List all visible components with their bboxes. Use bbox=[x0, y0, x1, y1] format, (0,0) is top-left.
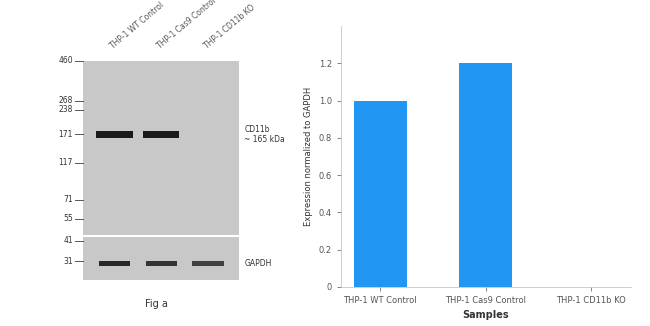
FancyBboxPatch shape bbox=[99, 261, 130, 266]
Text: Fig a: Fig a bbox=[144, 299, 168, 309]
Text: 171: 171 bbox=[58, 130, 73, 139]
Text: 117: 117 bbox=[58, 158, 73, 167]
Text: CD11b
~ 165 kDa: CD11b ~ 165 kDa bbox=[244, 125, 285, 144]
Text: THP-1 CD11b KO: THP-1 CD11b KO bbox=[202, 3, 256, 50]
Text: 55: 55 bbox=[63, 214, 73, 223]
Text: 268: 268 bbox=[58, 96, 73, 106]
Text: THP-1 WT Control: THP-1 WT Control bbox=[109, 0, 166, 50]
FancyBboxPatch shape bbox=[96, 131, 133, 138]
Text: 31: 31 bbox=[63, 257, 73, 266]
Bar bbox=[460, 63, 512, 287]
Text: 71: 71 bbox=[63, 195, 73, 204]
Text: 41: 41 bbox=[63, 236, 73, 245]
FancyBboxPatch shape bbox=[83, 61, 239, 280]
Text: THP-1 Cas9 Control: THP-1 Cas9 Control bbox=[155, 0, 218, 50]
FancyBboxPatch shape bbox=[143, 131, 179, 138]
Text: GAPDH: GAPDH bbox=[244, 259, 272, 268]
Text: 460: 460 bbox=[58, 56, 73, 65]
Text: 238: 238 bbox=[58, 105, 73, 114]
FancyBboxPatch shape bbox=[146, 261, 177, 266]
Y-axis label: Expression normalized to GAPDH: Expression normalized to GAPDH bbox=[304, 87, 313, 226]
X-axis label: Samples: Samples bbox=[462, 310, 509, 320]
Bar bbox=[354, 101, 407, 287]
FancyBboxPatch shape bbox=[192, 261, 224, 266]
